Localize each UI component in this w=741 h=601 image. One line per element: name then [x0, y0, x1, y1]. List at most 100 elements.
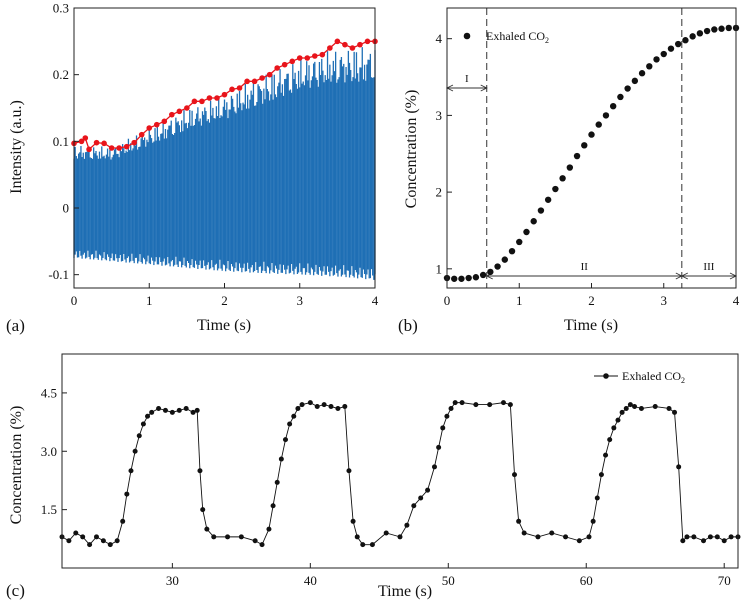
- c-data-point: [225, 534, 231, 540]
- c-data-point: [211, 534, 217, 540]
- b-data-point: [487, 268, 494, 276]
- c-data-point: [136, 433, 142, 439]
- c-data-point: [295, 405, 301, 411]
- a-envelope-point: [184, 105, 190, 111]
- c-x-tick-label: 30: [166, 573, 179, 588]
- c-data-point: [346, 468, 352, 474]
- a-envelope-point: [93, 139, 100, 146]
- c-data-point: [425, 487, 431, 493]
- a-envelope-point: [319, 51, 326, 58]
- b-legend: Exhaled CO2: [463, 29, 549, 45]
- b-region-iii-label: III: [703, 261, 714, 273]
- b-data-point: [566, 164, 574, 171]
- panel-c-concentration-timeseries: 30 40 50 60 70 1.5 3.0 4.5 Exhaled CO2 Time (s…: [6, 353, 741, 600]
- a-y-tick-label: -0.1: [48, 267, 69, 282]
- c-data-point: [594, 495, 600, 501]
- b-region-i-arrow-head-right: [480, 84, 488, 92]
- c-data-point: [287, 421, 293, 427]
- b-y-tick-label: 3: [436, 108, 443, 123]
- a-envelope-point: [334, 38, 341, 45]
- b-data-point: [617, 93, 624, 101]
- c-data-point: [615, 417, 621, 423]
- c-data-point: [282, 437, 288, 443]
- a-x-tick-label: 2: [221, 293, 228, 308]
- c-data-point: [607, 437, 613, 443]
- a-y-axis-ticks: -0.1 0 0.1 0.2 0.3: [48, 1, 79, 282]
- a-envelope-point: [349, 45, 356, 51]
- a-y-tick-label: 0.2: [53, 67, 69, 82]
- a-envelope-point: [357, 41, 363, 48]
- b-legend-subscript: 2: [545, 36, 549, 45]
- b-data-point: [638, 70, 646, 77]
- a-envelope-point: [82, 135, 89, 141]
- c-data-point: [473, 402, 479, 408]
- a-envelope-point: [176, 108, 183, 115]
- c-data-point: [114, 538, 120, 544]
- c-data-point: [576, 538, 582, 544]
- c-data-point: [120, 518, 126, 524]
- b-x-tick-label: 2: [588, 293, 595, 308]
- c-data-point: [314, 404, 320, 410]
- c-data-point: [721, 538, 727, 544]
- b-data-point: [523, 228, 530, 236]
- c-data-point: [411, 503, 417, 509]
- a-envelope-point: [131, 139, 137, 146]
- c-legend: Exhaled CO2: [594, 369, 685, 385]
- b-y-tick-label: 4: [436, 31, 443, 46]
- a-x-axis-label: Time (s): [197, 317, 251, 334]
- c-x-tick-label: 40: [304, 573, 317, 588]
- b-legend-label: Exhaled CO2: [486, 29, 549, 45]
- c-series-line: [61, 402, 738, 546]
- c-data-point: [197, 468, 203, 474]
- a-x-tick-label: 1: [146, 293, 153, 308]
- b-data-point: [508, 247, 516, 255]
- a-envelope-point: [206, 95, 213, 101]
- a-envelope-point: [221, 91, 228, 98]
- c-data-point: [619, 409, 625, 415]
- c-data-point: [169, 409, 175, 415]
- c-data-point: [354, 534, 360, 540]
- c-data-point: [728, 534, 734, 540]
- c-data-point: [691, 534, 697, 540]
- a-y-axis-label: Intensity (a.u.): [8, 100, 25, 194]
- c-y-axis-label: Concentration (%): [8, 406, 25, 525]
- c-data-point: [307, 400, 313, 406]
- c-data-point: [672, 409, 678, 415]
- b-data-point: [494, 263, 501, 270]
- b-legend-marker: [463, 32, 471, 40]
- c-data-point: [274, 479, 280, 485]
- c-y-tick-label: 1.5: [41, 502, 57, 517]
- c-data-point: [350, 518, 356, 524]
- b-y-axis-label: Concentration (%): [403, 90, 420, 209]
- c-data-point: [611, 425, 617, 431]
- c-data-point: [369, 542, 375, 548]
- c-data-point: [252, 538, 258, 544]
- a-envelope-point: [146, 125, 153, 131]
- c-data-point: [360, 542, 366, 548]
- c-data-point: [107, 542, 113, 548]
- c-data-point: [200, 507, 206, 513]
- c-data-point: [73, 530, 79, 536]
- c-data-point: [603, 452, 609, 458]
- c-data-point: [418, 495, 424, 501]
- b-data-point: [667, 45, 675, 52]
- c-data-points: [59, 400, 741, 548]
- a-envelope-point: [274, 65, 280, 71]
- c-data-point: [270, 503, 276, 509]
- b-legend-text: Exhaled CO: [486, 29, 545, 43]
- b-region-ii-label: II: [581, 261, 589, 273]
- c-data-point: [680, 538, 686, 544]
- b-data-point: [653, 56, 660, 63]
- b-data-point: [711, 26, 718, 33]
- c-data-point: [431, 464, 437, 470]
- c-data-point: [328, 404, 334, 410]
- b-phase-dashed-lines: [486, 8, 683, 288]
- a-y-tick-label: 0.1: [53, 134, 69, 149]
- c-data-point: [140, 421, 146, 427]
- a-envelope-point: [289, 58, 296, 65]
- b-data-point: [588, 131, 595, 138]
- b-x-axis-label: Time (s): [564, 317, 618, 334]
- c-data-point: [590, 518, 596, 524]
- c-x-tick-label: 70: [718, 573, 731, 588]
